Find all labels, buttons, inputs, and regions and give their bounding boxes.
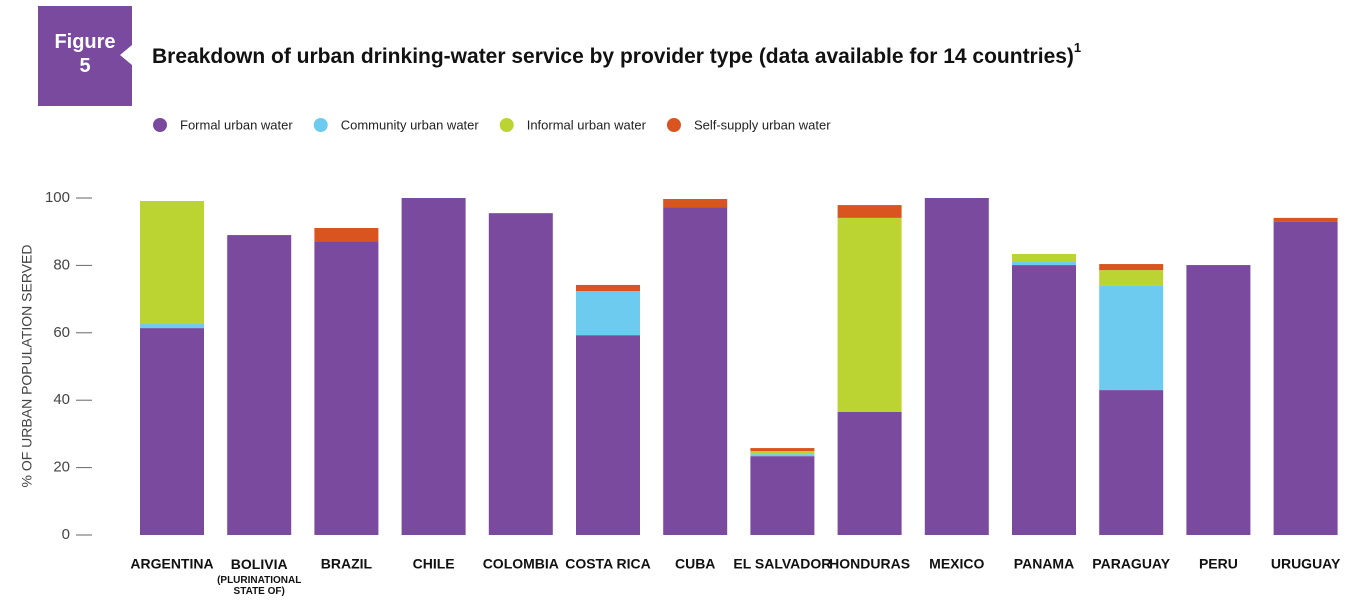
bar-segment bbox=[314, 227, 379, 242]
x-tick-label: PANAMA bbox=[1014, 556, 1074, 572]
bar-segment bbox=[314, 241, 379, 536]
bar-segment bbox=[750, 448, 815, 452]
bar-segment bbox=[750, 451, 815, 455]
y-tick-label: 20 bbox=[53, 459, 70, 476]
y-tick-label: 0 bbox=[62, 526, 70, 543]
bar-segment bbox=[663, 199, 728, 208]
y-tick-label: 100 bbox=[45, 189, 70, 206]
bar-segment bbox=[1099, 270, 1164, 286]
legend-label: Formal urban water bbox=[180, 117, 293, 132]
x-tick-label: BRAZIL bbox=[321, 556, 373, 572]
bar-segment bbox=[140, 328, 204, 535]
bar-segment bbox=[1273, 217, 1338, 222]
x-tick-label: BOLIVIA (PLURINATIONAL STATE OF) bbox=[217, 556, 301, 597]
x-tick-label: ARGENTINA bbox=[130, 556, 213, 572]
y-tick-label: 80 bbox=[53, 256, 70, 273]
x-tick-label: COLOMBIA bbox=[483, 556, 559, 572]
legend-label: Self-supply urban water bbox=[694, 117, 831, 132]
bar-segment bbox=[750, 454, 815, 457]
x-tick-label: EL SALVADOR bbox=[733, 556, 831, 572]
bar-segment bbox=[750, 456, 815, 535]
bar-segment bbox=[140, 201, 204, 325]
bar-segment bbox=[401, 198, 466, 535]
bar-segment bbox=[1099, 264, 1164, 271]
y-tick-label: 40 bbox=[53, 391, 70, 408]
bar-segment bbox=[837, 411, 902, 535]
x-tick-label: HONDURAS bbox=[829, 556, 910, 572]
bar-segment bbox=[1012, 253, 1076, 263]
y-axis-label: % OF URBAN POPULATION SERVED bbox=[19, 245, 35, 488]
x-tick-label: CUBA bbox=[675, 556, 715, 572]
bar-segment bbox=[1012, 265, 1076, 535]
bar-segment bbox=[924, 198, 989, 535]
title-note: 1 bbox=[1074, 40, 1081, 55]
bar-segment bbox=[576, 291, 640, 336]
title-text: Breakdown of urban drinking-water servic… bbox=[152, 45, 1074, 68]
x-tick-label: PARAGUAY bbox=[1092, 556, 1170, 572]
bar-segment bbox=[837, 217, 902, 412]
x-tick-label: COSTA RICA bbox=[565, 556, 651, 572]
bar-segment bbox=[1273, 221, 1338, 535]
bar-segment bbox=[1099, 285, 1164, 391]
bar-segment bbox=[227, 235, 292, 535]
figure-badge bbox=[38, 6, 132, 106]
legend-swatch bbox=[313, 118, 328, 132]
x-tick-label: CHILE bbox=[413, 556, 455, 572]
legend-swatch bbox=[666, 118, 681, 132]
x-tick-label: MEXICO bbox=[929, 556, 984, 572]
chart-title: Breakdown of urban drinking-water servic… bbox=[152, 40, 1081, 67]
legend-label: Informal urban water bbox=[527, 117, 647, 132]
legend-label: Community urban water bbox=[341, 117, 480, 132]
bar-segment bbox=[663, 207, 728, 535]
x-tick-label: PERU bbox=[1199, 556, 1238, 572]
figure-label: Figure 5 bbox=[54, 31, 115, 77]
bar-segment bbox=[1099, 390, 1164, 535]
bar-segment bbox=[576, 335, 640, 535]
bar-segment bbox=[488, 213, 553, 536]
bar-segment bbox=[837, 205, 902, 218]
y-tick-label: 60 bbox=[53, 324, 70, 341]
legend-swatch bbox=[499, 118, 514, 132]
bar-segment bbox=[576, 284, 640, 292]
legend-swatch bbox=[153, 118, 167, 132]
bar-segment bbox=[1186, 265, 1251, 535]
bar-segment bbox=[1012, 262, 1076, 266]
bar-segment bbox=[140, 324, 204, 329]
x-tick-label: URUGUAY bbox=[1271, 556, 1341, 572]
